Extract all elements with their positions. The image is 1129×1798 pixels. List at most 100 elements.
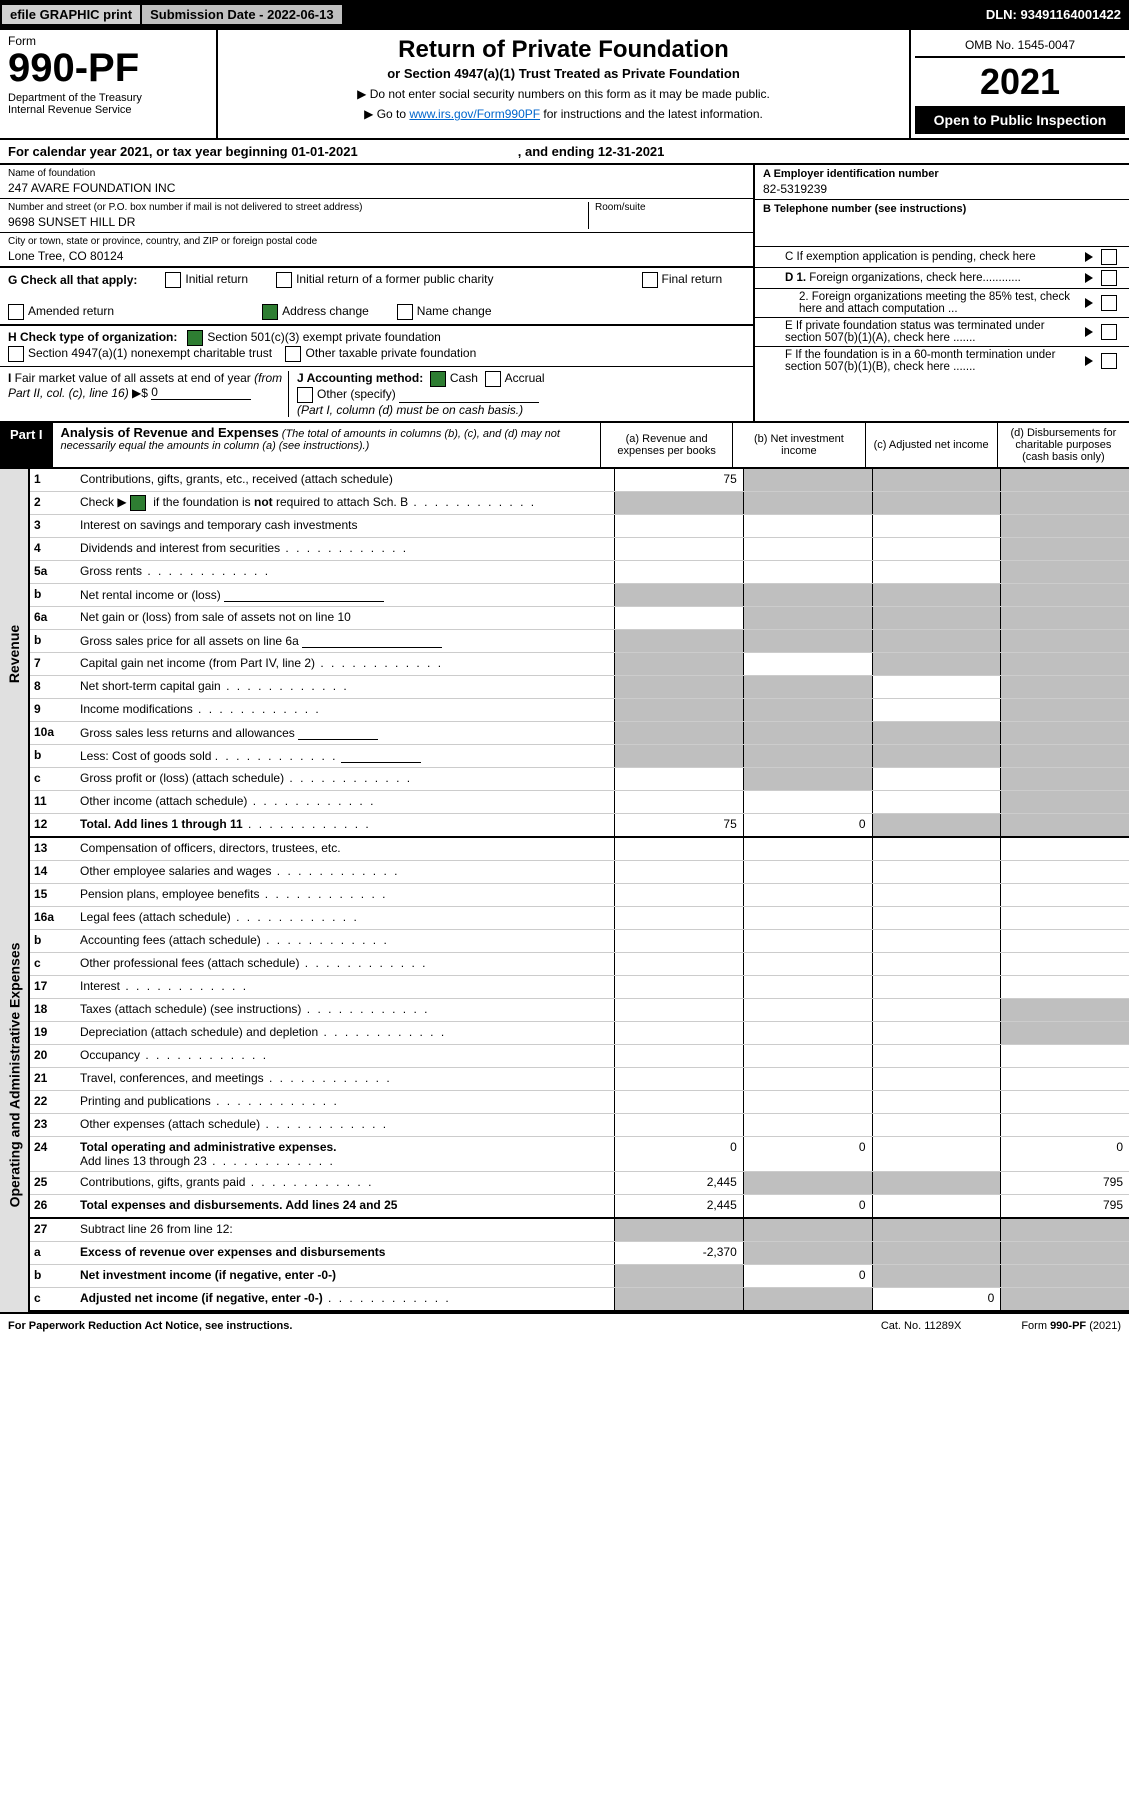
- line12: Total. Add lines 1 through 11: [76, 814, 614, 836]
- part1-header: Part I Analysis of Revenue and Expenses …: [0, 423, 1129, 469]
- top-bar: efile GRAPHIC print Submission Date - 20…: [0, 0, 1129, 30]
- line27b-b: 0: [743, 1265, 872, 1287]
- instruction-1: ▶ Do not enter social security numbers o…: [224, 87, 903, 101]
- a-label: A Employer identification number: [763, 168, 939, 180]
- initial-return-checkbox[interactable]: [165, 272, 181, 288]
- d2-checkbox[interactable]: [1101, 295, 1117, 311]
- fmv-value: 0: [151, 385, 251, 400]
- line25: Contributions, gifts, grants paid: [76, 1172, 614, 1194]
- expenses-sidelabel: Operating and Administrative Expenses: [0, 838, 30, 1312]
- line3: Interest on savings and temporary cash i…: [76, 515, 614, 537]
- expenses-section: Operating and Administrative Expenses 13…: [0, 838, 1129, 1312]
- foundation-name: 247 AVARE FOUNDATION INC: [8, 181, 745, 195]
- d2-label: 2. Foreign organizations meeting the 85%…: [785, 291, 1081, 315]
- dept-label: Department of the Treasury: [8, 92, 208, 104]
- d1-checkbox[interactable]: [1101, 270, 1117, 286]
- line26: Total expenses and disbursements. Add li…: [76, 1195, 614, 1217]
- line10a: Gross sales less returns and allowances: [76, 722, 614, 744]
- name-change-checkbox[interactable]: [397, 304, 413, 320]
- h-label: H Check type of organization:: [8, 330, 177, 344]
- line5a: Gross rents: [76, 561, 614, 583]
- d1-label: D 1. Foreign organizations, check here..…: [785, 272, 1081, 284]
- arrow-icon: [1085, 252, 1093, 262]
- line1: Contributions, gifts, grants, etc., rece…: [76, 469, 614, 491]
- address: 9698 SUNSET HILL DR: [8, 215, 588, 229]
- room-label: Room/suite: [595, 202, 745, 213]
- f-label: F If the foundation is in a 60-month ter…: [785, 349, 1081, 373]
- schb-checkbox[interactable]: [130, 495, 146, 511]
- e-checkbox[interactable]: [1101, 324, 1117, 340]
- tax-year: 2021: [915, 58, 1125, 106]
- col-b: (b) Net investment income: [733, 423, 865, 467]
- revenue-sidelabel: Revenue: [0, 469, 30, 838]
- page-footer: For Paperwork Reduction Act Notice, see …: [0, 1312, 1129, 1338]
- line9: Income modifications: [76, 699, 614, 721]
- j-label: J Accounting method:: [297, 371, 423, 385]
- line20: Occupancy: [76, 1045, 614, 1067]
- other-method-checkbox[interactable]: [297, 387, 313, 403]
- part-label: Part I: [0, 423, 53, 467]
- line26-b: 0: [743, 1195, 872, 1217]
- line4: Dividends and interest from securities: [76, 538, 614, 560]
- line27a-a: -2,370: [614, 1242, 743, 1264]
- line24-b: 0: [743, 1137, 872, 1171]
- c-label: C If exemption application is pending, c…: [785, 251, 1081, 263]
- other-taxable-checkbox[interactable]: [285, 346, 301, 362]
- line6a: Net gain or (loss) from sale of assets n…: [76, 607, 614, 629]
- line26-d: 795: [1000, 1195, 1129, 1217]
- line1-a: 75: [614, 469, 743, 491]
- line23: Other expenses (attach schedule): [76, 1114, 614, 1136]
- line10c: Gross profit or (loss) (attach schedule): [76, 768, 614, 790]
- line11: Other income (attach schedule): [76, 791, 614, 813]
- accrual-checkbox[interactable]: [485, 371, 501, 387]
- line16c: Other professional fees (attach schedule…: [76, 953, 614, 975]
- line16a: Legal fees (attach schedule): [76, 907, 614, 929]
- 4947-checkbox[interactable]: [8, 346, 24, 362]
- line24-a: 0: [614, 1137, 743, 1171]
- line27b: Net investment income (if negative, ente…: [76, 1265, 614, 1287]
- open-inspection-badge: Open to Public Inspection: [915, 106, 1125, 134]
- line2: Check ▶ if the foundation is not require…: [76, 492, 614, 514]
- col-c: (c) Adjusted net income: [866, 423, 998, 467]
- e-label: E If private foundation status was termi…: [785, 320, 1081, 344]
- efile-print-button[interactable]: efile GRAPHIC print: [0, 3, 142, 26]
- cash-checkbox[interactable]: [430, 371, 446, 387]
- form-title: Return of Private Foundation: [224, 36, 903, 64]
- city-label: City or town, state or province, country…: [8, 236, 745, 247]
- arrow-icon: [1085, 356, 1093, 366]
- line12-b: 0: [743, 814, 872, 836]
- form-ref: Form 990-PF (2021): [1021, 1320, 1121, 1332]
- initial-public-checkbox[interactable]: [276, 272, 292, 288]
- submission-date: Submission Date - 2022-06-13: [140, 3, 344, 26]
- line27a: Excess of revenue over expenses and disb…: [76, 1242, 614, 1264]
- revenue-section: Revenue 1Contributions, gifts, grants, e…: [0, 469, 1129, 838]
- line22: Printing and publications: [76, 1091, 614, 1113]
- 501c3-checkbox[interactable]: [187, 330, 203, 346]
- calendar-year-row: For calendar year 2021, or tax year begi…: [0, 140, 1129, 165]
- name-label: Name of foundation: [8, 168, 745, 179]
- line25-d: 795: [1000, 1172, 1129, 1194]
- c-checkbox[interactable]: [1101, 249, 1117, 265]
- dln-label: DLN: 93491164001422: [978, 3, 1129, 26]
- line14: Other employee salaries and wages: [76, 861, 614, 883]
- amended-return-checkbox[interactable]: [8, 304, 24, 320]
- g-label: G Check all that apply:: [8, 273, 137, 287]
- line24: Total operating and administrative expen…: [76, 1137, 614, 1171]
- address-change-checkbox[interactable]: [262, 304, 278, 320]
- j-note: (Part I, column (d) must be on cash basi…: [297, 403, 523, 417]
- line13: Compensation of officers, directors, tru…: [76, 838, 614, 860]
- form-number: 990-PF: [8, 48, 208, 88]
- line8: Net short-term capital gain: [76, 676, 614, 698]
- f-checkbox[interactable]: [1101, 353, 1117, 369]
- arrow-icon: [1085, 273, 1093, 283]
- instructions-link[interactable]: www.irs.gov/Form990PF: [409, 107, 540, 121]
- line15: Pension plans, employee benefits: [76, 884, 614, 906]
- line7: Capital gain net income (from Part IV, l…: [76, 653, 614, 675]
- paperwork-notice: For Paperwork Reduction Act Notice, see …: [8, 1320, 292, 1332]
- line6b: Gross sales price for all assets on line…: [76, 630, 614, 652]
- final-return-checkbox[interactable]: [642, 272, 658, 288]
- col-d: (d) Disbursements for charitable purpose…: [998, 423, 1129, 467]
- ein: 82-5319239: [763, 182, 1121, 196]
- line26-a: 2,445: [614, 1195, 743, 1217]
- line16b: Accounting fees (attach schedule): [76, 930, 614, 952]
